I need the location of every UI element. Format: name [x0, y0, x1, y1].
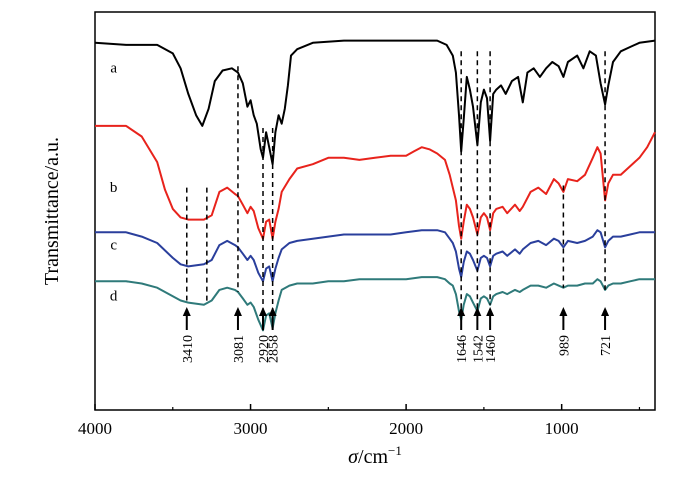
peak-label-1460: 1460 [484, 335, 499, 363]
peak-label-989: 989 [557, 335, 572, 356]
y-axis-title: Transmittance/a.u. [41, 137, 63, 285]
series-label-b: b [110, 180, 118, 196]
x-axis-exponent: −1 [388, 443, 402, 458]
x-tick-label-4000: 4000 [78, 419, 112, 438]
series-layer [94, 39, 656, 332]
peak-arrow-head [601, 307, 610, 316]
peak-arrow-head [559, 307, 568, 316]
x-tick-label-1000: 1000 [545, 419, 579, 438]
series-line-a [94, 39, 656, 166]
peak-label-721: 721 [599, 335, 614, 356]
peak-arrow-head [473, 307, 482, 316]
x-tick-label-3000: 3000 [234, 419, 268, 438]
peak-label-3081: 3081 [232, 335, 247, 363]
series-line-b [95, 124, 656, 240]
series-label-a: a [110, 61, 117, 77]
peak-arrow-head [182, 307, 191, 316]
peak-arrow-head [259, 307, 267, 316]
series-label-layer: a b c d [110, 61, 118, 305]
series-label-d: d [110, 289, 118, 305]
x-axis-symbol: σ [348, 446, 359, 468]
series-line-d [95, 276, 655, 332]
peak-label-2920: 2920 [257, 335, 272, 363]
peak-label-1646: 1646 [455, 335, 470, 363]
peak-arrow-head [233, 307, 242, 316]
peak-label-3410: 3410 [181, 335, 196, 363]
peak-arrow-head [486, 307, 495, 316]
peak-label-1542: 1542 [471, 335, 486, 363]
x-axis-title: σ/cm−1 [348, 443, 402, 468]
x-tick-label-2000: 2000 [389, 419, 423, 438]
series-label-c: c [110, 237, 117, 253]
series-line-c [95, 229, 655, 283]
x-axis-unit: /cm [358, 446, 388, 468]
x-tick-layer: 4000 3000 2000 1000 [78, 404, 641, 438]
peak-arrow-head [457, 307, 466, 316]
peak-arrow-head [268, 307, 277, 316]
peak-label-2858: 2858 [267, 335, 282, 363]
plot-frame [94, 11, 656, 411]
